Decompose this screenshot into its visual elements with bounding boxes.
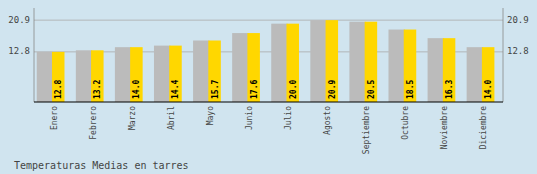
y2-tick-label: 20.9 [507, 15, 529, 25]
x-tick-label: Noviembre [440, 106, 449, 150]
data-label: 12.8 [54, 80, 63, 99]
bar-shadow [428, 38, 444, 102]
x-tick-label: Diciembre [479, 106, 488, 150]
bar [169, 46, 182, 102]
bar [482, 47, 495, 102]
x-tick-label: Febrero [89, 106, 98, 140]
y-tick-label: 20.9 [8, 15, 30, 25]
bar [130, 47, 143, 102]
chart: 12.8 12.8 20.9 20.9 12.8 13.2 14.0 14.4 15.7 17.6… [0, 0, 537, 174]
bar [91, 50, 104, 102]
bar [365, 22, 378, 102]
x-tick-label: Abril [167, 106, 176, 130]
data-label: 20.0 [289, 80, 298, 99]
bar [326, 20, 339, 102]
bars [37, 20, 495, 102]
data-label: 20.5 [367, 80, 376, 99]
data-label: 17.6 [250, 80, 259, 99]
y2-axis-line [503, 8, 504, 102]
bar-shadow [349, 22, 365, 102]
data-label: 14.4 [171, 80, 180, 99]
x-tick-label: Mayo [206, 106, 215, 125]
bar-shadow [232, 33, 248, 102]
bar-shadow [467, 47, 483, 102]
bar-shadow [310, 20, 326, 102]
x-tick-label: Octubre [401, 106, 410, 140]
bar [286, 24, 299, 102]
bar-shadow [154, 46, 170, 102]
y2-tick-label: 12.8 [507, 46, 529, 56]
title: Temperaturas Medias en tarres [14, 160, 189, 171]
data-label: 14.0 [132, 80, 141, 99]
bar-shadow [193, 41, 209, 102]
x-tick-label: Enero [50, 106, 59, 130]
bar-shadow [115, 47, 131, 102]
bar [52, 52, 65, 102]
bar [443, 38, 456, 102]
x-axis-line [34, 101, 503, 102]
x-tick-label: Junio [245, 106, 254, 130]
bar [208, 41, 221, 102]
x-tick-label: Agosto [323, 106, 332, 135]
data-label: 20.9 [328, 80, 337, 99]
data-label: 16.3 [445, 80, 454, 99]
data-label: 14.0 [484, 80, 493, 99]
y-axis-line [34, 8, 35, 102]
grid-line [34, 20, 503, 21]
x-tick-label: Septiembre [362, 106, 371, 154]
x-tick-label: Julio [284, 106, 293, 130]
data-label: 18.5 [406, 80, 415, 99]
x-tick-label: Marzo [128, 106, 137, 130]
bar [404, 30, 417, 102]
bar-shadow [388, 30, 404, 102]
bar [247, 33, 260, 102]
bar-shadow [37, 52, 53, 102]
y-tick-label: 12.8 [8, 46, 30, 56]
bar-shadow [271, 24, 287, 102]
bar-shadow [76, 50, 92, 102]
data-label: 15.7 [211, 80, 220, 99]
data-label: 13.2 [93, 80, 102, 99]
